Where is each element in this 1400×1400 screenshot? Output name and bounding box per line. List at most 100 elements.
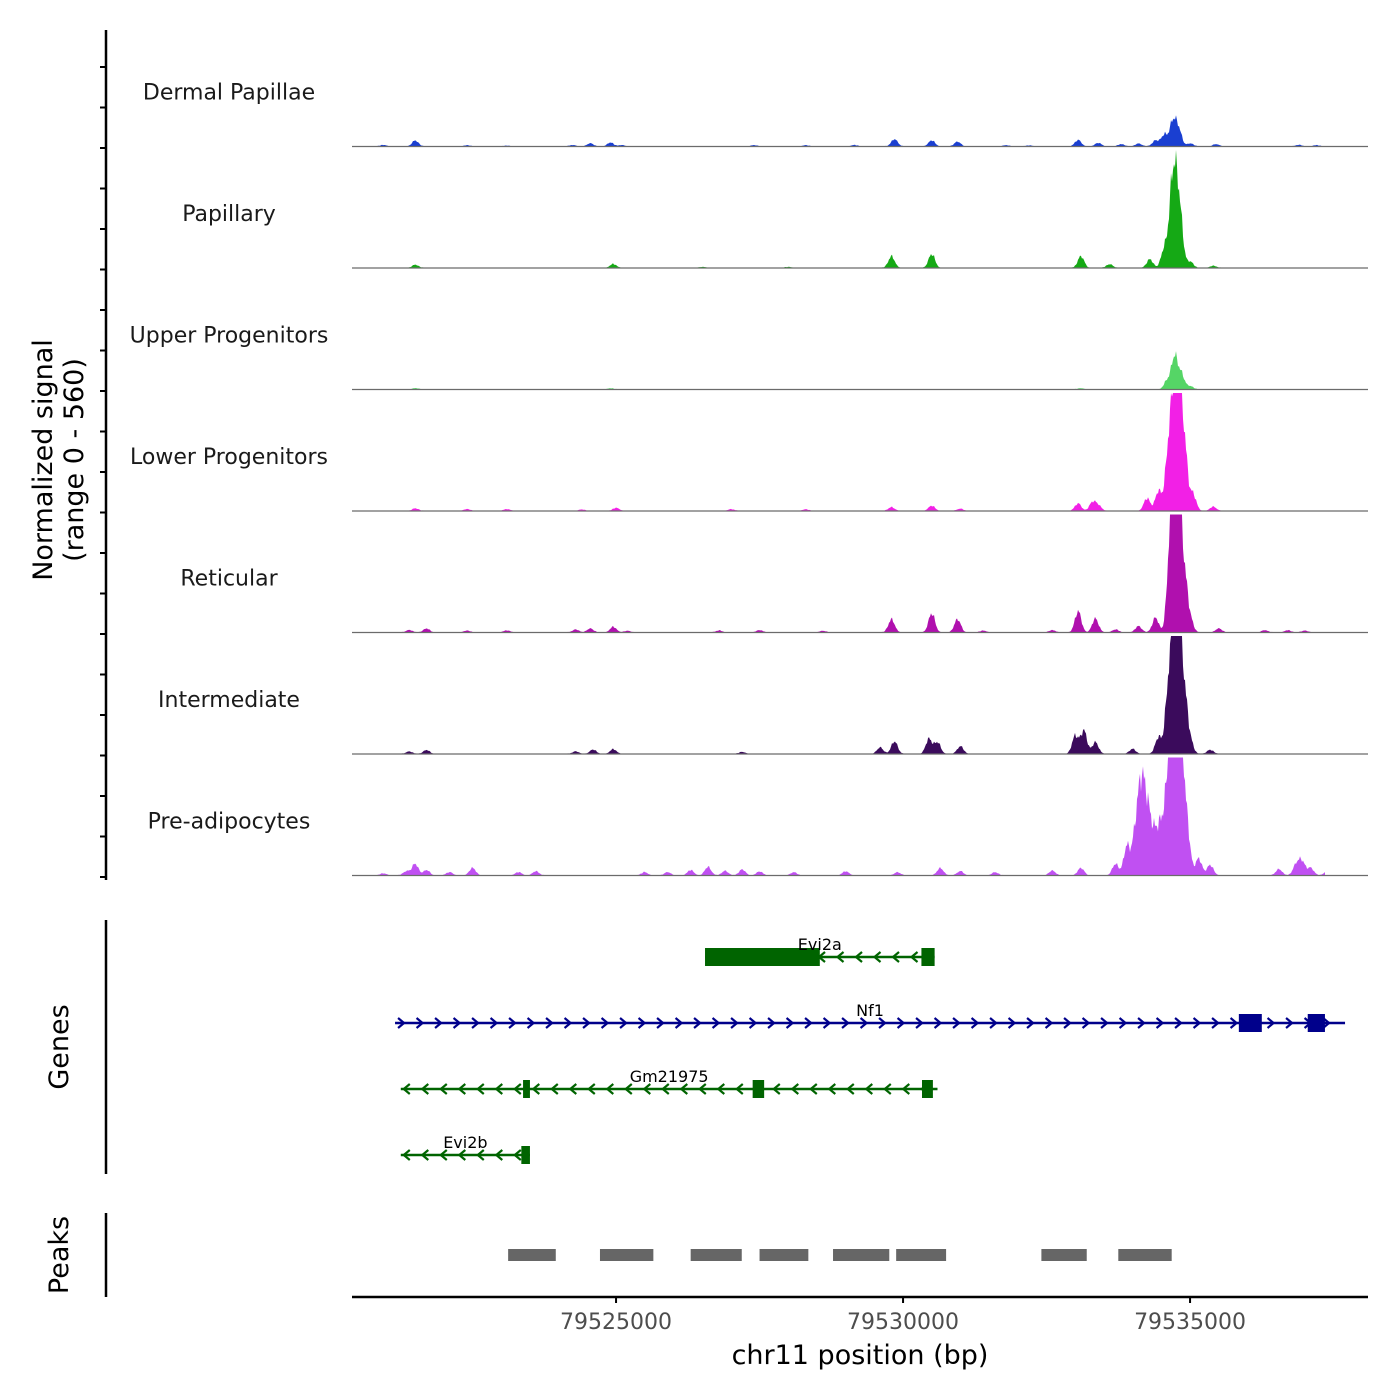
track-intermediate: Intermediate bbox=[158, 636, 1368, 755]
strand-arrow bbox=[452, 1017, 462, 1029]
strand-arrow bbox=[674, 1017, 684, 1029]
strand-arrow bbox=[772, 1083, 781, 1095]
strand-arrow bbox=[489, 1017, 499, 1029]
track-lower-progenitors: Lower Progenitors bbox=[130, 393, 1368, 512]
strand-arrow bbox=[624, 1083, 633, 1095]
gene-label: Gm21975 bbox=[630, 1067, 709, 1086]
strand-arrow bbox=[1007, 1017, 1017, 1029]
strand-arrow bbox=[790, 1083, 799, 1095]
strand-arrow bbox=[526, 1017, 536, 1029]
strand-arrow bbox=[1322, 1017, 1331, 1029]
strand-arrow bbox=[735, 1083, 744, 1095]
track-reticular: Reticular bbox=[180, 514, 1368, 634]
track-label: Reticular bbox=[180, 567, 278, 592]
strand-arrow bbox=[901, 1083, 910, 1095]
track-label: Intermediate bbox=[158, 688, 300, 713]
track-signal-area bbox=[352, 636, 1325, 754]
strand-arrow bbox=[716, 1083, 725, 1095]
strand-arrow bbox=[420, 1083, 429, 1095]
strand-arrow bbox=[563, 1017, 573, 1029]
strand-arrow bbox=[846, 1083, 855, 1095]
strand-arrow bbox=[748, 1017, 758, 1029]
peak-region bbox=[1041, 1249, 1087, 1261]
strand-arrow bbox=[1266, 1017, 1276, 1029]
x-tick-label: 79530000 bbox=[847, 1310, 959, 1335]
strand-arrow bbox=[872, 951, 882, 963]
strand-arrow bbox=[568, 1083, 577, 1095]
gene-exon bbox=[523, 1080, 530, 1098]
strand-arrow bbox=[661, 1083, 670, 1095]
y-axis-label-line2: (range 0 - 560) bbox=[59, 358, 90, 562]
gene-label: Evi2b bbox=[443, 1133, 487, 1152]
track-signal-area bbox=[352, 115, 1325, 147]
strand-arrow bbox=[494, 1083, 503, 1095]
track-label: Papillary bbox=[182, 202, 276, 227]
strand-arrow bbox=[513, 1083, 522, 1095]
gene-models: Evi2a Nf1 Gm21975 Evi2b bbox=[395, 935, 1346, 1164]
peak-region bbox=[690, 1249, 742, 1261]
strand-arrow bbox=[582, 1017, 591, 1029]
gene-exon bbox=[752, 1080, 765, 1098]
x-tick-label: 79525000 bbox=[560, 1310, 672, 1335]
strand-arrow bbox=[457, 1083, 466, 1095]
x-axis: 79525000 79530000 79535000 bbox=[352, 1295, 1368, 1335]
x-axis-title: chr11 position (bp) bbox=[732, 1340, 989, 1371]
strand-arrow bbox=[804, 1017, 813, 1029]
strand-arrow bbox=[439, 1149, 448, 1161]
strand-arrow bbox=[1044, 1017, 1054, 1029]
strand-arrow bbox=[457, 1149, 466, 1161]
strand-arrow bbox=[637, 1017, 647, 1029]
strand-arrow bbox=[822, 1017, 832, 1029]
strand-arrow bbox=[656, 1017, 665, 1029]
strand-arrow bbox=[679, 1083, 688, 1095]
gene-evi2a: Evi2a bbox=[705, 935, 935, 966]
strand-arrow bbox=[854, 951, 863, 963]
strand-arrow bbox=[397, 1017, 406, 1029]
strand-arrow bbox=[711, 1017, 721, 1029]
signal-y-axis bbox=[100, 30, 108, 880]
strand-arrow bbox=[494, 1149, 503, 1161]
gene-exon bbox=[521, 1146, 530, 1164]
strand-arrow bbox=[587, 1083, 596, 1095]
strand-arrow bbox=[841, 1017, 850, 1029]
strand-arrow bbox=[835, 951, 845, 963]
strand-arrow bbox=[1174, 1017, 1183, 1029]
strand-arrow bbox=[434, 1017, 443, 1029]
strand-arrow bbox=[970, 1017, 980, 1029]
strand-arrow bbox=[1100, 1017, 1109, 1029]
strand-arrow bbox=[1229, 1017, 1239, 1029]
track-label: Pre-adipocytes bbox=[148, 810, 311, 835]
peak-region bbox=[896, 1249, 947, 1261]
track-label: Dermal Papillae bbox=[143, 81, 315, 106]
track-signal-area bbox=[352, 351, 1325, 390]
strand-arrow bbox=[531, 1083, 540, 1095]
strand-arrow bbox=[878, 1017, 887, 1029]
strand-arrow bbox=[402, 1083, 411, 1095]
genes-panel-label: Genes bbox=[44, 1004, 75, 1089]
peaks-panel-label: Peaks bbox=[44, 1216, 75, 1294]
peak-regions bbox=[508, 1249, 1172, 1261]
strand-arrow bbox=[730, 1017, 739, 1029]
strand-arrow bbox=[915, 1017, 924, 1029]
strand-arrow bbox=[439, 1083, 448, 1095]
strand-arrow bbox=[864, 1083, 873, 1095]
signal-tracks: Dermal Papillae Papillary Upper Progenitor… bbox=[130, 81, 1368, 877]
strand-arrow bbox=[785, 1017, 795, 1029]
gene-exon bbox=[921, 1080, 933, 1098]
strand-arrow bbox=[1081, 1017, 1091, 1029]
strand-arrow bbox=[891, 951, 900, 963]
strand-arrow bbox=[605, 1083, 614, 1095]
peak-region bbox=[1118, 1249, 1172, 1261]
strand-arrow bbox=[933, 1017, 943, 1029]
track-signal-area bbox=[352, 150, 1325, 268]
strand-arrow bbox=[508, 1017, 517, 1029]
strand-arrow bbox=[642, 1083, 651, 1095]
strand-arrow bbox=[1137, 1017, 1146, 1029]
gene-label: Nf1 bbox=[856, 1001, 884, 1020]
strand-arrow bbox=[402, 1149, 411, 1161]
strand-arrow bbox=[545, 1017, 554, 1029]
gene-gm21975: Gm21975 bbox=[400, 1067, 938, 1098]
strand-arrow bbox=[1285, 1017, 1294, 1029]
x-tick-label: 79535000 bbox=[1134, 1310, 1246, 1335]
track-label: Upper Progenitors bbox=[130, 324, 329, 349]
